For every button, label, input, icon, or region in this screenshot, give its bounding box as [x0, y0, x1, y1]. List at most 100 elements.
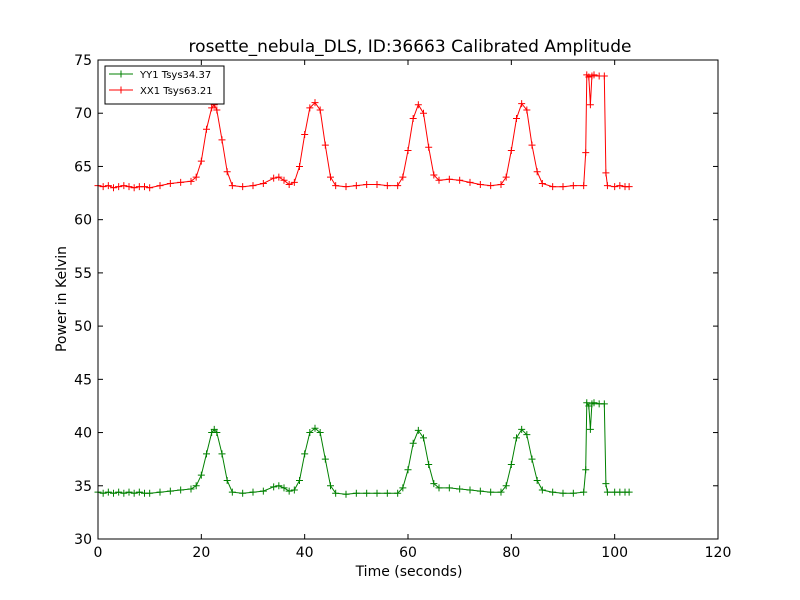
data-point — [549, 488, 557, 496]
y-tick-label: 40 — [74, 426, 92, 442]
y-tick-label: 30 — [74, 532, 92, 548]
data-point — [507, 460, 515, 468]
data-point — [435, 176, 443, 184]
data-point — [409, 439, 417, 447]
data-point — [569, 182, 577, 190]
data-point — [110, 184, 117, 192]
x-tick-label: 20 — [192, 545, 210, 561]
data-point — [290, 178, 298, 186]
data-point — [420, 434, 427, 442]
data-point — [373, 181, 381, 189]
data-point — [602, 480, 610, 488]
data-point — [239, 489, 247, 497]
y-tick-label: 35 — [74, 479, 92, 495]
data-point — [590, 399, 598, 407]
data-point — [120, 489, 128, 497]
data-point — [316, 429, 324, 437]
data-point — [414, 101, 422, 109]
data-point — [125, 488, 133, 496]
data-point — [502, 482, 510, 490]
data-point — [99, 183, 107, 191]
data-point — [192, 482, 200, 490]
data-point — [528, 141, 536, 149]
data-point — [409, 115, 417, 123]
data-point — [316, 106, 324, 114]
data-point — [456, 485, 464, 493]
data-point — [513, 434, 520, 442]
data-point — [213, 429, 221, 437]
y-tick-label: 75 — [74, 53, 92, 69]
data-point — [285, 487, 293, 495]
data-point — [476, 487, 484, 495]
data-point — [580, 182, 588, 190]
data-point — [538, 179, 546, 187]
data-point — [177, 178, 185, 186]
data-point — [513, 115, 520, 123]
data-point — [394, 489, 402, 497]
data-point — [321, 455, 329, 463]
data-point — [285, 181, 293, 189]
data-point — [425, 460, 433, 468]
data-point — [125, 183, 133, 191]
data-point — [135, 488, 143, 496]
y-tick-label: 65 — [74, 159, 92, 175]
data-point — [228, 488, 236, 496]
data-point — [156, 182, 164, 190]
data-point — [130, 184, 138, 192]
series-1 — [94, 399, 633, 498]
data-point — [104, 488, 112, 496]
data-point — [213, 106, 221, 114]
data-point — [476, 181, 484, 189]
data-point — [156, 488, 164, 496]
data-point — [342, 490, 350, 498]
data-point — [275, 482, 283, 490]
data-point — [146, 184, 154, 192]
data-point — [445, 175, 453, 183]
data-point — [414, 426, 422, 434]
data-point — [306, 104, 314, 112]
data-point — [600, 72, 608, 80]
y-tick-label: 70 — [74, 106, 92, 122]
data-point — [115, 183, 123, 191]
data-point — [110, 489, 117, 497]
data-point — [383, 489, 391, 497]
data-point — [187, 485, 195, 493]
data-point — [559, 489, 567, 497]
data-point — [197, 157, 205, 165]
data-point — [611, 183, 619, 191]
data-point — [538, 486, 546, 494]
data-point — [590, 71, 598, 79]
data-point — [259, 179, 267, 187]
data-point — [280, 176, 288, 184]
data-point — [301, 450, 309, 458]
data-point — [342, 183, 350, 191]
data-point — [203, 125, 210, 133]
data-point — [394, 182, 402, 190]
data-point — [296, 476, 303, 484]
data-point — [332, 489, 340, 497]
data-point — [373, 489, 381, 497]
legend-box — [104, 65, 225, 105]
legend: YY1 Tsys34.37 XX1 Tsys63.21 — [104, 65, 225, 105]
data-point — [363, 181, 371, 189]
x-tick-label: 80 — [502, 545, 520, 561]
y-tick-label: 45 — [74, 372, 92, 388]
data-point — [301, 131, 309, 139]
legend-item: YY1 Tsys34.37 — [109, 70, 211, 81]
data-point — [600, 400, 608, 408]
data-point — [425, 143, 433, 151]
y-tick-label: 50 — [74, 319, 92, 335]
data-point — [445, 484, 453, 492]
data-point — [259, 487, 267, 495]
data-point — [327, 173, 334, 181]
x-tick-label: 0 — [94, 545, 103, 561]
data-point — [115, 488, 123, 496]
data-point — [321, 141, 329, 149]
data-point — [197, 471, 205, 479]
data-point — [586, 101, 594, 109]
data-point — [363, 489, 371, 497]
legend-label: YY1 Tsys34.37 — [139, 70, 211, 81]
y-axis-label: Power in Kelvin — [54, 246, 70, 352]
data-point — [404, 466, 412, 474]
data-point — [603, 488, 611, 496]
